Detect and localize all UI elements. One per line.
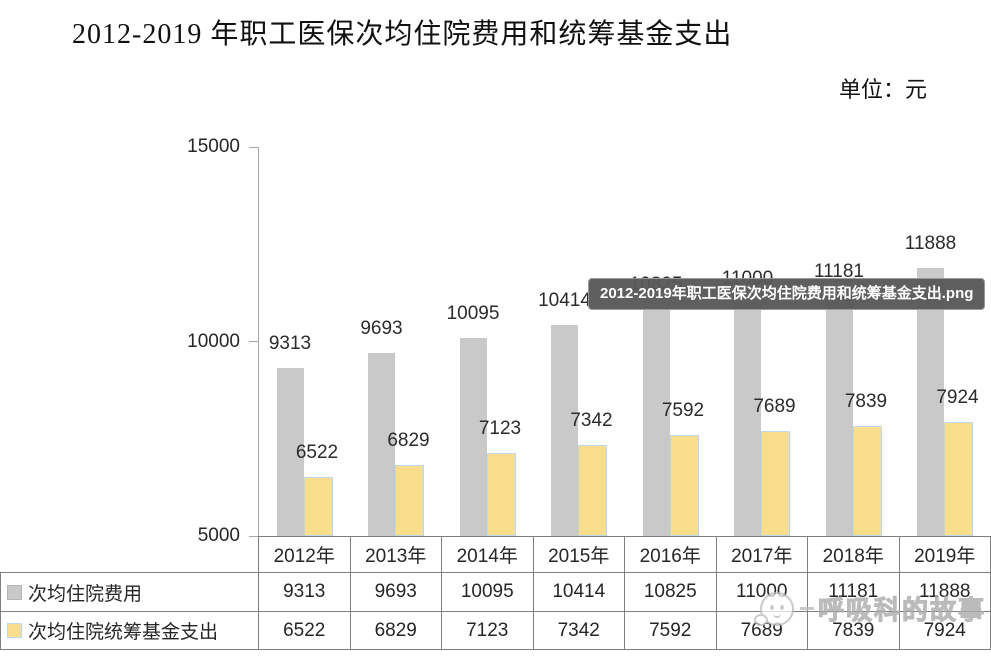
y-axis-tick [249, 535, 258, 537]
y-axis-tick-label: 5000 [197, 525, 240, 546]
bar-value-label: 7123 [478, 418, 522, 440]
table-value-cell: 11181 [807, 572, 899, 611]
fund-bar-2015年 [578, 444, 607, 536]
fund-bar-2012年 [303, 476, 333, 536]
bar-value-label: 11888 [904, 233, 957, 255]
y-axis-tick-label: 15000 [187, 136, 240, 157]
category-label: 2012年 [258, 536, 350, 572]
fund-bar-2013年 [395, 464, 424, 536]
legend-series-name: 次均住院费用 [28, 583, 143, 605]
table-value-cell: 9313 [258, 572, 350, 611]
table-value-cell: 7342 [532, 611, 624, 650]
fund-bar-2018年 [852, 425, 882, 536]
cost-bar-2015年 [551, 325, 578, 536]
bar-value-label: 7592 [661, 400, 705, 422]
y-axis-tick [249, 146, 258, 148]
category-label: 2017年 [715, 536, 807, 572]
bar-value-label: 6829 [387, 429, 430, 451]
table-value-cell: 9693 [349, 572, 441, 611]
table-value-cell: 7689 [715, 611, 807, 650]
bar-value-label: 6522 [295, 441, 339, 463]
cost-bar-2019年 [917, 268, 944, 536]
fund-bar-2017年 [761, 431, 790, 536]
bar-value-label: 7689 [753, 396, 796, 418]
legend-series-name: 次均住院统筹基金支出 [28, 622, 219, 643]
legend-cell: 次均住院统筹基金支出 [0, 611, 258, 650]
data-table: 2012年 2013年 2014年 2015年 2016年 2017年 2018年 2019年… [0, 536, 991, 650]
table-row: 次均住院统筹基金支出 6522 6829 7123 7342 7592 7689 7839 79… [0, 611, 991, 650]
table-value-cell: 7123 [441, 611, 533, 650]
bar-value-label: 9693 [360, 318, 403, 340]
chart-title: 2012-2019 年职工医保次均住院费用和统筹基金支出 [72, 19, 733, 50]
category-label: 2015年 [532, 536, 624, 572]
legend-swatch-yellow [7, 623, 22, 638]
bar-value-label: 7342 [570, 409, 613, 431]
table-value-cell: 6522 [258, 611, 350, 650]
table-value-cell: 11888 [898, 572, 991, 611]
category-axis-row: 2012年 2013年 2014年 2015年 2016年 2017年 2018年 2019年 [0, 536, 991, 572]
table-value-cell: 10825 [624, 572, 716, 611]
category-label: 2018年 [807, 536, 899, 572]
bar-value-label: 7839 [844, 390, 888, 412]
cost-bar-2018年 [825, 295, 853, 536]
cost-bar-2013年 [368, 353, 395, 536]
table-value-cell: 10095 [441, 572, 533, 611]
table-value-cell: 7924 [898, 611, 991, 650]
bar-value-label: 9313 [268, 333, 312, 355]
cost-bar-2017年 [734, 302, 761, 536]
cost-bar-2012年 [276, 368, 304, 536]
legend-cell: 次均住院费用 [0, 572, 258, 611]
cost-bar-2014年 [459, 337, 487, 536]
table-value-cell: 7839 [807, 611, 899, 650]
bar-value-label: 10414 [538, 290, 591, 312]
fund-bar-2014年 [486, 453, 516, 536]
y-axis-tick-label: 10000 [187, 330, 240, 352]
table-value-cell: 10414 [532, 572, 624, 611]
category-label: 2016年 [624, 536, 716, 572]
category-label: 2014年 [441, 536, 533, 572]
cost-bar-2016年 [642, 309, 670, 536]
table-spacer-cell [0, 536, 258, 572]
bar-value-label: 10095 [446, 302, 500, 324]
legend-swatch-gray [7, 584, 22, 600]
table-value-cell: 7592 [624, 611, 716, 650]
y-axis-tick [249, 341, 258, 342]
filename-tooltip: 2012-2019年职工医保次均住院费用和统筹基金支出.png [588, 278, 986, 310]
bar-value-label: 7924 [936, 387, 979, 409]
y-axis-line [258, 147, 259, 536]
bar-value-label: 11181 [813, 260, 864, 282]
fund-bar-2016年 [669, 435, 699, 536]
fund-bar-2019年 [944, 422, 973, 536]
table-value-cell: 6829 [349, 611, 441, 650]
category-label: 2019年 [898, 536, 991, 572]
category-label: 2013年 [349, 536, 441, 572]
table-value-cell: 11000 [715, 572, 807, 611]
table-row: 次均住院费用 9313 9693 10095 10414 10825 11000 11181 1… [0, 572, 991, 611]
unit-label: 单位：元 [838, 77, 927, 102]
